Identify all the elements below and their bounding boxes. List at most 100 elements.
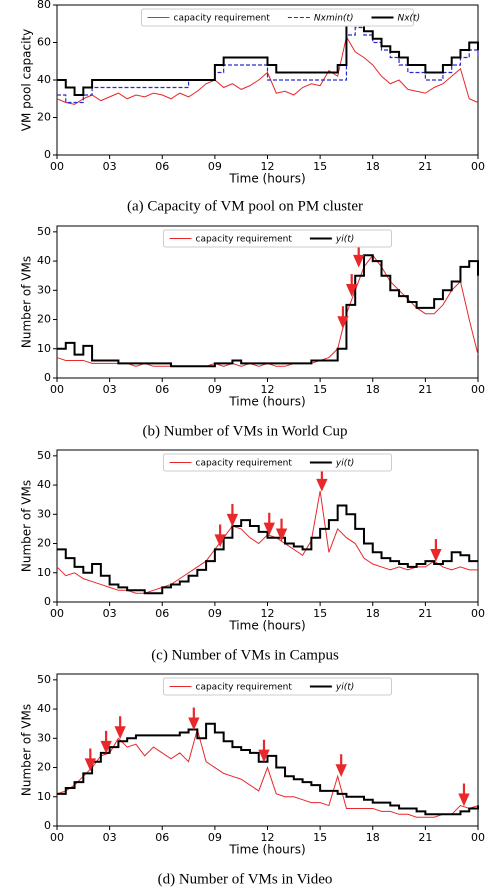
arrow (188, 707, 200, 731)
y-tick-label: 20 (37, 537, 51, 550)
legend-box (163, 229, 392, 248)
x-tick-label: 15 (313, 160, 327, 173)
y-tick-label: 60 (37, 36, 51, 49)
legend-label: capacity requirement (196, 459, 293, 469)
arrow (346, 274, 358, 297)
series-line (57, 254, 479, 368)
y-tick-label: 40 (37, 254, 51, 267)
y-tick-label: 50 (37, 449, 51, 462)
arrow (84, 748, 97, 772)
legend-label: yi(t) (335, 235, 354, 245)
x-tick-label: 06 (155, 831, 169, 844)
x-tick-label: 00 (471, 383, 485, 396)
y-tick-label: 0 (44, 819, 51, 832)
x-tick-label: 09 (208, 160, 222, 173)
y-tick-label: 50 (37, 225, 51, 238)
arrow (258, 739, 270, 763)
x-tick-label: 18 (366, 160, 380, 173)
legend-box (163, 453, 392, 472)
x-tick-label: 03 (103, 607, 117, 620)
x-tick-label: 18 (366, 607, 380, 620)
series-line (57, 19, 479, 96)
x-tick-label: 12 (261, 831, 275, 844)
x-tick-label: 00 (50, 831, 64, 844)
arrow (458, 783, 470, 807)
x-tick-label: 15 (313, 383, 327, 396)
x-tick-label: 12 (261, 383, 275, 396)
y-tick-label: 20 (37, 761, 51, 774)
x-tick-label: 00 (50, 607, 64, 620)
caption: (a) Capacity of VM pool on PM cluster (127, 198, 363, 214)
legend-label: yi(t) (335, 683, 354, 693)
arrow (430, 539, 442, 562)
x-tick-label: 15 (313, 607, 327, 620)
x-tick-label: 09 (208, 383, 222, 396)
y-tick-label: 0 (44, 371, 51, 384)
x-tick-label: 09 (208, 831, 222, 844)
x-axis-label: Time (hours) (228, 395, 305, 409)
x-tick-label: 00 (50, 383, 64, 396)
y-tick-label: 0 (44, 148, 51, 161)
caption: (d) Number of VMs in Video (158, 871, 333, 887)
arrow (337, 306, 349, 330)
x-tick-label: 00 (471, 160, 485, 173)
y-axis-label: VM pool capacity (20, 29, 34, 132)
x-axis-label: Time (hours) (228, 172, 305, 186)
y-tick-label: 10 (37, 342, 51, 355)
caption: (b) Number of VMs in World Cup (143, 423, 348, 439)
y-tick-label: 50 (37, 673, 51, 686)
y-tick-label: 10 (37, 790, 51, 803)
legend-label: yi(t) (335, 459, 354, 469)
x-tick-label: 21 (418, 607, 432, 620)
caption: (c) Number of VMs in Campus (151, 647, 339, 663)
x-tick-label: 00 (471, 831, 485, 844)
x-tick-label: 15 (313, 831, 327, 844)
x-tick-label: 00 (50, 160, 64, 173)
arrow (214, 524, 226, 548)
y-tick-label: 40 (37, 702, 51, 715)
x-axis-label: Time (hours) (228, 843, 305, 857)
y-tick-label: 30 (37, 731, 51, 744)
series-line (56, 727, 479, 818)
y-axis-label: Number of VMs (20, 480, 34, 572)
x-tick-label: 06 (155, 160, 169, 173)
y-tick-label: 20 (37, 313, 51, 326)
x-tick-label: 09 (208, 607, 222, 620)
legend-box (163, 677, 392, 696)
x-tick-label: 12 (261, 607, 275, 620)
x-tick-label: 00 (471, 607, 485, 620)
y-axis-label: Number of VMs (20, 704, 34, 796)
legend-label: Nxmin(t) (314, 14, 354, 24)
series-line (57, 504, 478, 595)
legend-label: capacity requirement (174, 14, 271, 24)
y-tick-label: 40 (37, 73, 51, 86)
x-tick-label: 03 (103, 383, 117, 396)
y-tick-label: 0 (44, 595, 51, 608)
arrow (100, 730, 112, 754)
x-axis-label: Time (hours) (228, 619, 305, 633)
x-tick-label: 18 (366, 383, 380, 396)
x-tick-label: 21 (418, 831, 432, 844)
x-tick-label: 12 (261, 160, 275, 173)
legend-box (141, 8, 414, 27)
legend-label: capacity requirement (196, 683, 293, 693)
y-tick-label: 30 (37, 507, 51, 520)
arrow (263, 512, 275, 536)
y-tick-label: 20 (37, 111, 51, 124)
legend-label: capacity requirement (196, 235, 293, 245)
x-tick-label: 18 (366, 831, 380, 844)
y-tick-label: 10 (37, 566, 51, 579)
y-tick-label: 40 (37, 478, 51, 491)
x-tick-label: 03 (103, 160, 117, 173)
arrow (275, 518, 288, 542)
arrow (114, 716, 126, 740)
x-tick-label: 06 (155, 607, 169, 620)
series-line (56, 35, 479, 105)
y-tick-label: 30 (37, 283, 51, 296)
x-tick-label: 03 (103, 831, 117, 844)
y-tick-label: 80 (37, 0, 51, 11)
x-tick-label: 21 (418, 383, 432, 396)
x-tick-label: 21 (418, 160, 432, 173)
legend-label: Nx(t) (397, 14, 420, 24)
